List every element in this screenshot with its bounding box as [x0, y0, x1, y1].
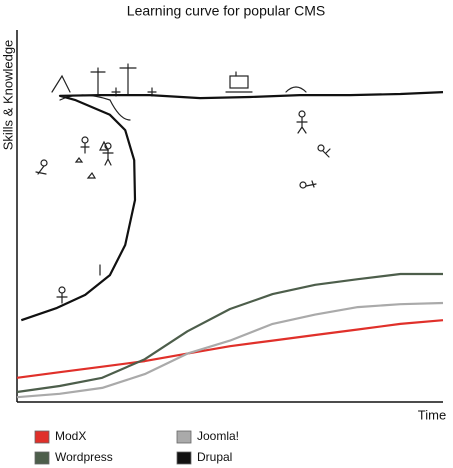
legend-swatch	[34, 430, 50, 444]
line	[16, 272, 443, 394]
legend-label: Wordpress	[55, 450, 113, 464]
legend-swatch	[34, 451, 50, 465]
legend-label: ModX	[55, 429, 86, 443]
x-axis-label: Time	[418, 407, 446, 422]
line	[16, 301, 444, 399]
y-axis-label: Skills & Knowledge	[0, 40, 15, 151]
legend-swatch	[176, 430, 192, 444]
chart-title: Learning curve for popular CMS	[127, 3, 325, 19]
line	[16, 319, 444, 379]
doodles	[35, 63, 331, 304]
legend-label: Joomla!	[197, 429, 239, 443]
legend-swatch	[176, 451, 192, 465]
legend-label: Drupal	[197, 450, 232, 464]
line	[20, 91, 444, 322]
